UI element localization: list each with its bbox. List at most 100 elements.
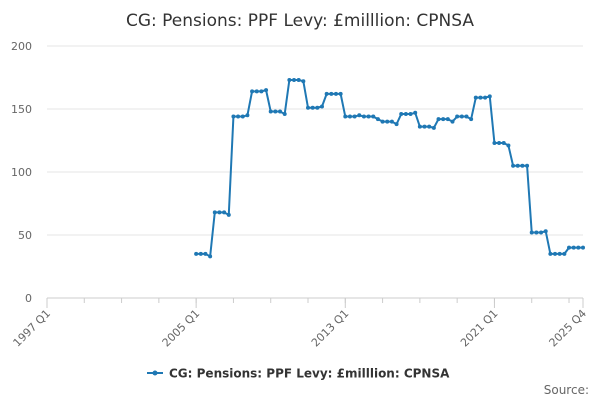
data-point[interactable]: [357, 113, 362, 118]
data-point[interactable]: [273, 109, 278, 114]
data-point[interactable]: [371, 114, 376, 119]
data-point[interactable]: [380, 119, 385, 124]
data-point[interactable]: [506, 143, 511, 148]
data-point[interactable]: [525, 163, 530, 168]
data-point[interactable]: [539, 230, 544, 235]
data-point[interactable]: [445, 117, 450, 122]
data-point[interactable]: [226, 212, 231, 217]
y-tick-label: 50: [18, 229, 32, 242]
data-point[interactable]: [245, 113, 250, 118]
data-point[interactable]: [222, 210, 227, 215]
data-point[interactable]: [324, 91, 329, 96]
x-tick-label: 2025 Q4: [547, 307, 590, 350]
x-tick-label: 2013 Q1: [309, 307, 352, 350]
data-point[interactable]: [408, 112, 413, 117]
chart-title: CG: Pensions: PPF Levy: £milllion: CPNSA: [126, 11, 474, 31]
series-line: [196, 79, 583, 258]
data-point[interactable]: [534, 230, 539, 235]
data-point[interactable]: [469, 117, 474, 122]
data-point[interactable]: [366, 114, 371, 119]
data-point[interactable]: [306, 105, 311, 110]
data-point[interactable]: [571, 245, 576, 250]
data-point[interactable]: [212, 210, 217, 215]
data-point[interactable]: [487, 94, 492, 99]
legend[interactable]: CG: Pensions: PPF Levy: £milllion: CPNSA: [147, 367, 450, 381]
data-point[interactable]: [319, 104, 324, 109]
data-point[interactable]: [543, 229, 548, 234]
data-point[interactable]: [198, 251, 203, 256]
data-point[interactable]: [478, 95, 483, 100]
data-point[interactable]: [310, 105, 315, 110]
x-tick-label: 2021 Q1: [458, 307, 501, 350]
data-point[interactable]: [333, 91, 338, 96]
data-point[interactable]: [352, 114, 357, 119]
data-point[interactable]: [217, 210, 222, 215]
data-point[interactable]: [194, 251, 199, 256]
data-point[interactable]: [347, 114, 352, 119]
data-point[interactable]: [515, 163, 520, 168]
y-tick-label: 200: [11, 40, 32, 53]
data-point[interactable]: [375, 117, 380, 122]
data-point[interactable]: [296, 78, 301, 83]
data-point[interactable]: [203, 251, 208, 256]
data-point[interactable]: [553, 251, 558, 256]
data-point[interactable]: [464, 114, 469, 119]
data-point[interactable]: [343, 114, 348, 119]
data-point[interactable]: [413, 110, 418, 115]
data-point[interactable]: [581, 245, 585, 250]
data-point[interactable]: [282, 112, 287, 117]
legend-label: CG: Pensions: PPF Levy: £milllion: CPNSA: [169, 367, 450, 381]
data-point[interactable]: [236, 114, 241, 119]
data-point[interactable]: [557, 251, 562, 256]
data-point[interactable]: [259, 89, 264, 94]
y-tick-label: 150: [11, 103, 32, 116]
source-label: Source:: [544, 383, 589, 397]
data-point[interactable]: [422, 124, 427, 129]
data-point[interactable]: [436, 117, 441, 122]
data-point[interactable]: [548, 251, 553, 256]
data-point[interactable]: [292, 78, 297, 83]
series-layer: [194, 78, 585, 259]
data-point[interactable]: [301, 79, 306, 84]
data-point[interactable]: [455, 114, 460, 119]
data-point[interactable]: [441, 117, 446, 122]
data-point[interactable]: [501, 141, 506, 146]
data-point[interactable]: [389, 119, 394, 124]
data-point[interactable]: [431, 125, 436, 130]
data-point[interactable]: [417, 124, 422, 129]
data-point[interactable]: [473, 95, 478, 100]
data-point[interactable]: [254, 89, 259, 94]
data-point[interactable]: [567, 245, 572, 250]
data-point[interactable]: [497, 141, 502, 146]
data-point[interactable]: [529, 230, 534, 235]
data-point[interactable]: [450, 119, 455, 124]
data-point[interactable]: [492, 141, 497, 146]
data-point[interactable]: [208, 254, 213, 259]
data-point[interactable]: [264, 88, 269, 93]
data-point[interactable]: [511, 163, 516, 168]
data-point[interactable]: [315, 105, 320, 110]
data-point[interactable]: [459, 114, 464, 119]
data-point[interactable]: [231, 114, 236, 119]
data-point[interactable]: [562, 251, 567, 256]
axes: 0 50 100 150 200 1997 Q1 2005 Q1 2013 Q1 2021 Q1…: [11, 40, 590, 349]
data-point[interactable]: [287, 78, 292, 83]
data-point[interactable]: [329, 91, 334, 96]
data-point[interactable]: [268, 109, 273, 114]
data-point[interactable]: [240, 114, 245, 119]
x-tick-label: 1997 Q1: [11, 307, 54, 350]
data-point[interactable]: [394, 122, 399, 127]
data-point[interactable]: [250, 89, 255, 94]
data-point[interactable]: [483, 95, 488, 100]
legend-marker-swatch: [152, 370, 158, 376]
data-point[interactable]: [403, 112, 408, 117]
data-point[interactable]: [576, 245, 581, 250]
data-point[interactable]: [278, 109, 283, 114]
data-point[interactable]: [385, 119, 390, 124]
data-point[interactable]: [399, 112, 404, 117]
data-point[interactable]: [427, 124, 432, 129]
data-point[interactable]: [520, 163, 525, 168]
data-point[interactable]: [361, 114, 366, 119]
data-point[interactable]: [338, 91, 343, 96]
